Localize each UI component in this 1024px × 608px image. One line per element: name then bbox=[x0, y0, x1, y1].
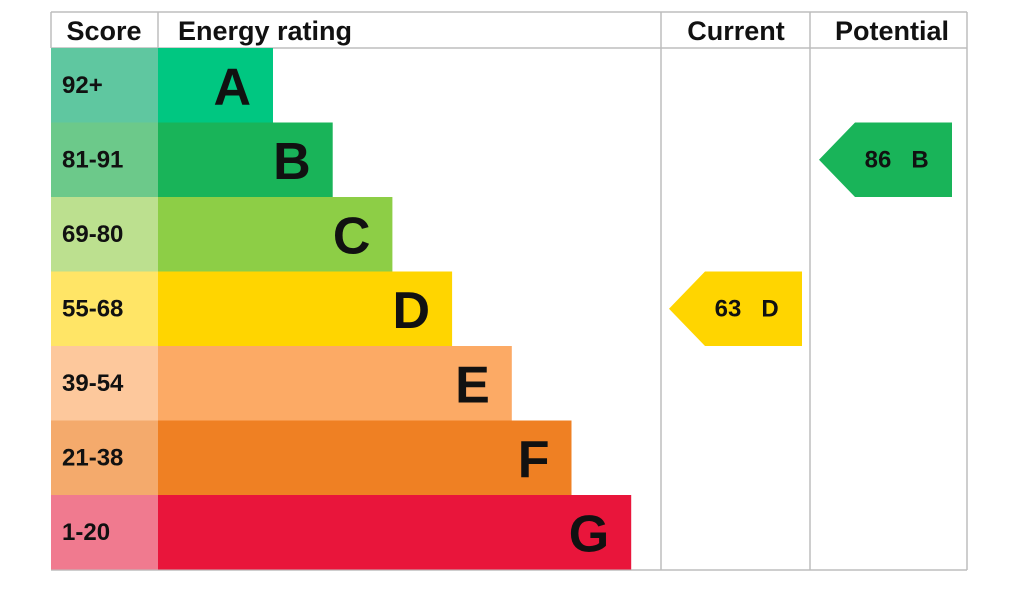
band-letter: D bbox=[393, 282, 431, 340]
band-letter: G bbox=[569, 505, 609, 563]
score-cell bbox=[51, 48, 158, 123]
band-letter: E bbox=[455, 356, 490, 414]
score-label: 81-91 bbox=[62, 146, 123, 173]
score-cell bbox=[51, 346, 158, 421]
band-letter: F bbox=[518, 431, 550, 489]
header-score: Score bbox=[66, 16, 141, 46]
score-cell bbox=[51, 495, 158, 570]
score-cell bbox=[51, 420, 158, 495]
band-letter: C bbox=[333, 207, 371, 265]
current-value: 63 bbox=[715, 295, 742, 322]
score-cell bbox=[51, 122, 158, 197]
score-label: 55-68 bbox=[62, 295, 123, 322]
header-rating: Energy rating bbox=[178, 16, 352, 46]
score-cell bbox=[51, 197, 158, 272]
header-potential: Potential bbox=[835, 16, 949, 46]
score-label: 1-20 bbox=[62, 519, 110, 546]
potential-arrow bbox=[819, 122, 952, 197]
score-label: 92+ bbox=[62, 72, 103, 99]
rating-bar bbox=[158, 495, 632, 570]
score-label: 39-54 bbox=[62, 370, 124, 397]
potential-value: 86 bbox=[865, 146, 892, 173]
current-rating: D bbox=[761, 295, 778, 322]
score-label: 21-38 bbox=[62, 444, 123, 471]
rating-bar bbox=[158, 122, 333, 197]
potential-rating: B bbox=[911, 146, 928, 173]
rating-bar bbox=[158, 346, 512, 421]
band-letter: B bbox=[273, 133, 311, 191]
rating-bar bbox=[158, 197, 393, 272]
header-current: Current bbox=[687, 16, 785, 46]
rating-bar bbox=[158, 271, 453, 346]
current-arrow bbox=[669, 271, 802, 346]
score-cell bbox=[51, 271, 158, 346]
band-letter: A bbox=[213, 58, 251, 116]
score-label: 69-80 bbox=[62, 221, 123, 248]
rating-bar bbox=[158, 420, 572, 495]
rating-bar bbox=[158, 48, 273, 123]
